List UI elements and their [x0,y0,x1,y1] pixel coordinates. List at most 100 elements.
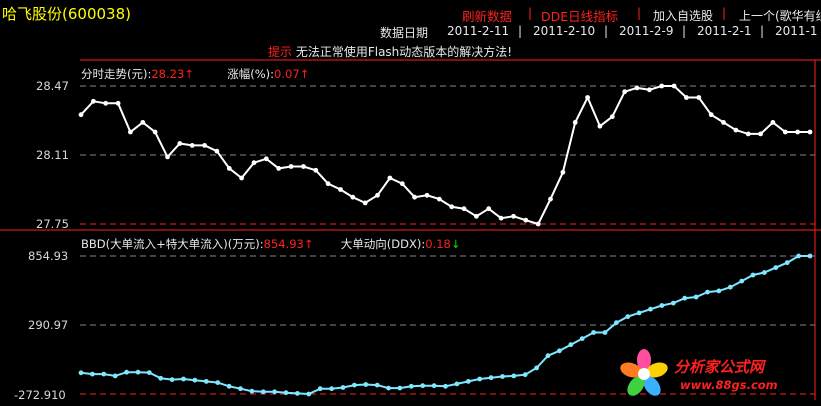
notice-message-link[interactable]: 无法正常使用Flash动态版本的解决方法! [295,45,513,59]
bbd-point [762,270,767,275]
price-series [78,83,813,227]
price-legend: 分时走势(元):28.23↑ 涨幅(%):0.07↑ [81,66,309,82]
bbd-point [511,373,517,379]
price-point [436,196,442,202]
bbd-legend-value: 854.93 [263,237,304,251]
bbd-point [397,385,403,391]
bbd-point [659,303,665,308]
bbd-point [226,383,232,389]
bbd-point [352,382,357,388]
price-point [387,175,393,181]
price-point [226,166,232,171]
dde-daily-chart-link[interactable]: DDE日线指标 [541,9,619,24]
bbd-point [488,375,494,381]
bbd-point [238,386,243,392]
change-legend-value: 0.07 [274,67,300,81]
bbd-point [579,336,585,341]
date-link-2011-2-9[interactable]: 2011-2-9 [619,24,674,38]
bbd-point [648,306,653,312]
stock-code: (600038) [62,5,131,23]
bbd-point [591,330,596,335]
price-legend-value: 28.23 [151,67,185,81]
date-link-2011-2-10[interactable]: 2011-2-10 [533,24,596,38]
bbd-point [773,265,779,270]
separator: | [637,6,642,20]
price-point [103,100,109,106]
bbd-point [169,377,175,382]
bbd-point [260,389,266,395]
price-point [659,83,665,89]
bbd-point [78,370,84,376]
up-arrow-icon: ↑ [303,237,314,251]
price-point [449,204,455,210]
bbd-tick-label: -272.910 [14,388,66,402]
bbd-point [614,320,619,326]
price-tick-label: 28.11 [36,148,69,162]
change-legend-label: 涨幅(%): [227,67,275,81]
bbd-point [557,348,562,354]
separator: | [528,6,533,20]
bbd-tick-label: 854.93 [28,249,69,263]
bbd-point [272,389,277,395]
previous-stock-link[interactable]: 上一个(歌华有线) [739,9,821,23]
add-to-watchlist-link[interactable]: 加入自选股 [653,9,714,23]
bbd-point [454,381,460,387]
bbd-point [443,383,448,389]
bbd-point [727,284,733,290]
bbd-point [500,374,505,379]
price-point [399,181,405,187]
date-link-2011-2-1[interactable]: 2011-2-1 [697,24,752,38]
bbd-point [112,373,118,379]
price-point [152,129,158,135]
price-tick-label: 27.75 [36,217,69,231]
price-point [325,181,331,187]
bbd-point [465,379,471,384]
stock-name: 哈飞股份 [2,5,63,23]
price-point [609,114,615,120]
bbd-point [739,278,745,284]
price-point [350,194,356,200]
price-tick-label: 28.47 [36,79,69,93]
date-link-2011-2-11[interactable]: 2011-2-11 [447,24,510,38]
refresh-data-link[interactable]: 刷新数据 [462,9,513,24]
price-point [189,143,195,148]
price-point [165,154,170,160]
bbd-point [192,377,198,383]
price-point [696,95,702,100]
bbd-point [682,295,688,301]
price-point [214,148,220,154]
price-point [78,112,84,118]
flash-notice[interactable]: 提示 无法正常使用Flash动态版本的解决方法! [268,43,512,60]
price-point [535,221,541,227]
price-point [758,131,763,137]
bbd-point [317,386,323,392]
bbd-point [420,383,426,389]
price-point [622,89,628,95]
bbd-point [158,375,164,381]
bbd-tick-label: 290.97 [28,318,69,332]
price-point [684,95,689,100]
price-point [362,200,368,206]
bbd-point [203,379,209,384]
date-link-2011-1[interactable]: 2011-1 [775,24,818,38]
up-arrow-icon: ↑ [299,67,310,81]
watermark-text: 分析家公式网 [674,358,765,376]
price-point [572,120,578,125]
price-point [251,160,257,166]
bbd-point [374,382,380,388]
watermark [618,348,670,400]
price-point [301,164,306,169]
bbd-point [431,383,437,389]
separator: | [722,6,727,20]
bbd-point [750,272,756,278]
bbd-point [295,391,300,396]
down-arrow-icon: ↓ [450,237,461,251]
price-point [548,196,553,202]
price-point [523,217,529,223]
bbd-point [784,260,790,266]
price-point [560,169,566,175]
separator: | [518,24,523,38]
bbd-point [625,314,631,319]
ddx-legend-label: 大单动向(DDX): [340,237,426,251]
